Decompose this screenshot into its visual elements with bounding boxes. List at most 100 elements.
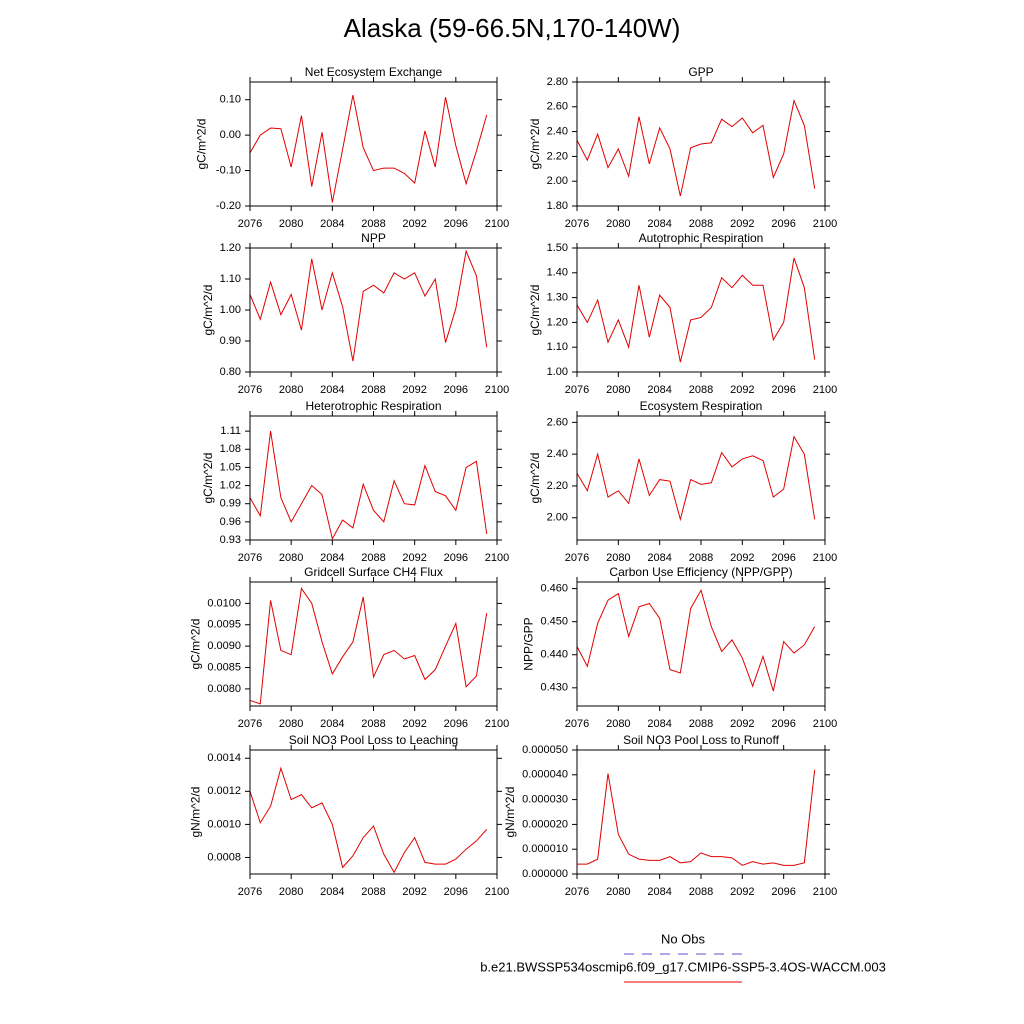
- y-tick-label: 0.0100: [207, 597, 241, 609]
- x-tick-label: 2088: [689, 886, 713, 898]
- y-tick-label: 0.0085: [207, 661, 241, 673]
- y-axis-label: NPP/GPP: [522, 617, 536, 670]
- x-tick-label: 2080: [279, 384, 303, 396]
- x-tick-label: 2092: [402, 552, 426, 564]
- x-tick-label: 2080: [279, 218, 303, 230]
- y-tick-label: 2.40: [547, 448, 568, 460]
- y-tick-label: 0.430: [540, 682, 568, 694]
- x-tick-label: 2100: [485, 218, 509, 230]
- panel-title: Soil NO3 Pool Loss to Leaching: [289, 733, 458, 747]
- y-axis-label: gC/m^2/d: [201, 453, 215, 504]
- y-tick-label: 2.60: [547, 101, 568, 113]
- y-axis-label: gN/m^2/d: [503, 787, 517, 838]
- x-tick-label: 2088: [361, 552, 385, 564]
- data-line: [576, 98, 816, 197]
- x-tick-label: 2076: [238, 552, 262, 564]
- x-tick-label: 2080: [606, 552, 630, 564]
- y-tick-label: 0.000050: [522, 744, 568, 756]
- x-tick-label: 2080: [279, 718, 303, 730]
- x-tick-label: 2084: [320, 218, 344, 230]
- x-tick-label: 2076: [238, 718, 262, 730]
- data-line: [577, 769, 816, 866]
- x-tick-label: 2092: [402, 218, 426, 230]
- data-line: [249, 95, 488, 203]
- y-tick-label: 0.99: [220, 498, 241, 510]
- x-tick-label: 2092: [730, 886, 754, 898]
- x-tick-label: 2080: [279, 886, 303, 898]
- y-tick-label: 0.0014: [207, 752, 241, 764]
- x-tick-label: 2092: [730, 718, 754, 730]
- y-tick-label: 2.20: [547, 480, 568, 492]
- x-tick-label: 2080: [606, 384, 630, 396]
- y-tick-label: 0.0090: [207, 640, 241, 652]
- y-axis-label: gN/m^2/d: [188, 787, 202, 838]
- y-tick-label: 1.00: [547, 366, 568, 378]
- x-tick-label: 2088: [361, 718, 385, 730]
- data-line: [576, 257, 816, 363]
- x-tick-label: 2088: [361, 886, 385, 898]
- y-tick-label: 0.460: [540, 583, 568, 595]
- panel-title: Ecosystem Respiration: [640, 399, 763, 413]
- x-tick-label: 2096: [771, 384, 795, 396]
- x-tick-label: 2088: [689, 718, 713, 730]
- data-line: [249, 766, 488, 874]
- panel-title: Gridcell Surface CH4 Flux: [304, 565, 443, 579]
- x-tick-label: 2092: [730, 384, 754, 396]
- x-tick-label: 2076: [238, 218, 262, 230]
- legend-label: b.e21.BWSSP534oscmip6.f09_g17.CMIP6-SSP5…: [480, 959, 886, 974]
- x-tick-label: 2096: [771, 718, 795, 730]
- x-tick-label: 2076: [565, 384, 589, 396]
- y-tick-label: 1.20: [220, 242, 241, 254]
- x-tick-label: 2096: [771, 218, 795, 230]
- data-line: [576, 588, 816, 692]
- x-tick-label: 2096: [444, 218, 468, 230]
- x-tick-label: 2100: [813, 384, 837, 396]
- y-tick-label: 1.08: [220, 443, 241, 455]
- x-tick-label: 2100: [813, 552, 837, 564]
- x-tick-label: 2076: [565, 218, 589, 230]
- x-tick-label: 2084: [320, 718, 344, 730]
- x-tick-label: 2084: [647, 552, 671, 564]
- y-tick-label: 1.05: [220, 461, 241, 473]
- x-tick-label: 2084: [320, 552, 344, 564]
- y-axis-label: gC/m^2/d: [188, 619, 202, 670]
- x-tick-label: 2076: [565, 886, 589, 898]
- y-tick-label: 0.90: [220, 335, 241, 347]
- x-tick-label: 2084: [647, 886, 671, 898]
- x-tick-label: 2100: [485, 552, 509, 564]
- y-tick-label: 1.10: [547, 341, 568, 353]
- panel-title: Soil NO3 Pool Loss to Runoff: [623, 733, 780, 747]
- y-tick-label: 0.93: [220, 534, 241, 546]
- y-tick-label: 1.00: [220, 304, 241, 316]
- y-tick-label: 1.20: [547, 316, 568, 328]
- x-tick-label: 2100: [485, 384, 509, 396]
- y-tick-label: 0.000000: [522, 868, 568, 880]
- y-tick-label: 0.10: [220, 94, 241, 106]
- y-tick-label: 0.000010: [522, 843, 568, 855]
- y-tick-label: 0.0095: [207, 619, 241, 631]
- y-tick-label: 0.0012: [207, 785, 241, 797]
- y-tick-label: 2.80: [547, 76, 568, 88]
- y-tick-label: 0.000020: [522, 818, 568, 830]
- y-axis-label: gC/m^2/d: [528, 453, 542, 504]
- data-line: [576, 435, 816, 522]
- x-tick-label: 2080: [279, 552, 303, 564]
- x-tick-label: 2096: [444, 886, 468, 898]
- y-tick-label: 1.11: [220, 425, 241, 437]
- y-tick-label: 2.60: [547, 416, 568, 428]
- x-tick-label: 2080: [606, 718, 630, 730]
- panel-title: Heterotrophic Respiration: [305, 399, 441, 413]
- x-tick-label: 2100: [813, 886, 837, 898]
- y-tick-label: 0.000030: [522, 794, 568, 806]
- x-tick-label: 2084: [647, 718, 671, 730]
- x-tick-label: 2088: [361, 384, 385, 396]
- panel-title: Carbon Use Efficiency (NPP/GPP): [609, 565, 792, 579]
- y-tick-label: 0.450: [540, 616, 568, 628]
- y-tick-label: 1.40: [547, 267, 568, 279]
- panel-title: Net Ecosystem Exchange: [305, 65, 443, 79]
- y-tick-label: 2.00: [547, 512, 568, 524]
- y-axis-label: gC/m^2/d: [528, 119, 542, 170]
- y-tick-label: 0.96: [220, 516, 241, 528]
